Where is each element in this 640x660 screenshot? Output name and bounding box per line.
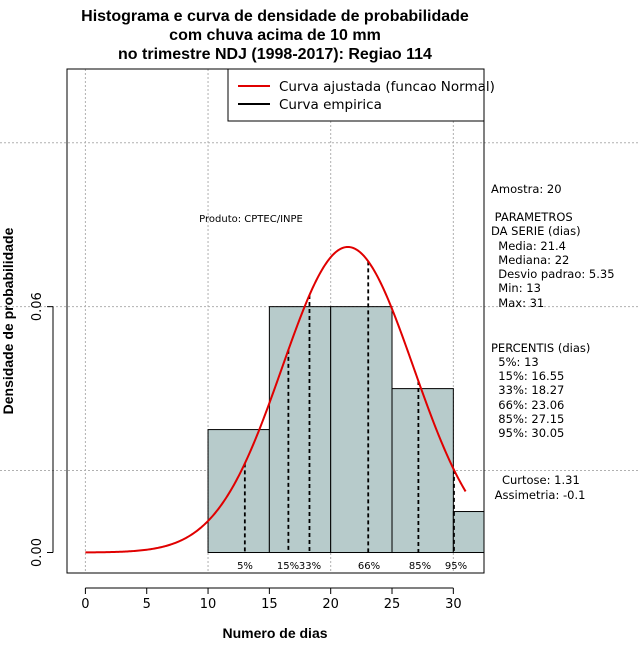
title-line-1: com chuva acima de 10 mm [169,27,381,44]
x-tick-label-25: 25 [384,597,401,612]
percentile-lines: 5% 15% 33% 66% 85% 95% [237,261,467,572]
percentile-label-1: 15% [277,561,299,572]
x-tick-label-30: 30 [445,597,462,612]
product-annotation: Produto: CPTEC/INPE [199,214,303,225]
title-line-2: no trimestre NDJ (1998-2017): Regiao 114 [118,46,432,63]
legend-box [227,68,485,122]
histogram-bar-3 [391,388,454,554]
stat-line-2: DA SERIE (dias) [491,224,581,238]
x-axis-label: Numero de dias [222,625,327,641]
percentile-label-4: 85% [409,561,431,572]
stat-line-0: Amostra: 20 [491,182,562,196]
stat-line-9: 5%: 13 [491,355,539,369]
x-tick-label-20: 20 [322,597,339,612]
stat-line-8: PERCENTIS (dias) [491,341,590,355]
stat-line-1: PARAMETROS [491,210,573,224]
stat-line-16: Assimetria: -0.1 [491,488,585,502]
x-tick-label-5: 5 [143,597,151,612]
histogram-bar-4 [452,511,485,554]
y-tick-label-1: 0.06 [30,292,45,321]
fitted-curve-layer [85,245,467,554]
percentile-label-3: 66% [358,561,380,572]
y-axis-label: Densidade de probabilidade [0,227,16,414]
stat-line-11: 33%: 18.27 [491,383,564,397]
stat-line-5: Desvio padrao: 5.35 [491,267,615,281]
x-tick-label-0: 0 [81,597,89,612]
x-tick-label-15: 15 [261,597,278,612]
stat-line-4: Mediana: 22 [491,253,569,267]
histogram-bar-0 [207,429,270,554]
fitted-normal-curve [85,245,467,554]
y-tick-label-0: 0.00 [30,538,45,567]
legend-label-empirical: Curva empirica [279,97,382,113]
stat-line-10: 15%: 16.55 [491,369,564,383]
stat-line-12: 66%: 23.06 [491,398,564,412]
histogram-bar-2 [330,306,393,554]
title-line-0: Histograma e curva de densidade de proba… [81,8,469,25]
stat-line-15: Curtose: 1.31 [491,473,580,487]
histogram-bars [207,306,485,554]
percentile-label-5: 95% [445,561,467,572]
stat-line-3: Media: 21.4 [491,239,566,253]
percentile-label-2: 33% [299,561,321,572]
stat-line-14: 95%: 30.05 [491,426,564,440]
stat-line-13: 85%: 27.15 [491,412,564,426]
percentile-label-0: 5% [237,561,253,572]
legend-label-fitted: Curva ajustada (funcao Normal) [279,79,495,95]
axes: 0 5 10 15 20 25 30 0.00 0.06 Numero de dias Densid… [0,227,462,641]
chart-title: Histograma e curva de densidade de proba… [81,8,469,63]
histogram-bar-1 [268,306,332,554]
stat-line-7: Max: 31 [491,296,544,310]
x-tick-label-10: 10 [200,597,217,612]
stat-line-6: Min: 13 [491,281,541,295]
legend: Curva ajustada (funcao Normal) Curva empi… [227,68,495,122]
